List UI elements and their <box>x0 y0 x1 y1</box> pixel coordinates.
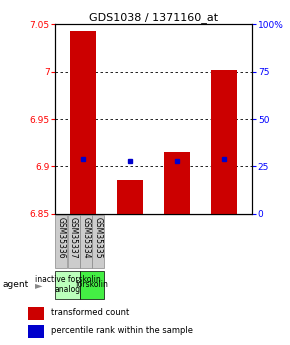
Bar <box>55 270 79 298</box>
Bar <box>164 152 190 214</box>
Bar <box>28 307 44 320</box>
Text: inactive forskolin
analog: inactive forskolin analog <box>35 275 100 294</box>
Text: percentile rank within the sample: percentile rank within the sample <box>51 326 193 335</box>
Bar <box>80 270 104 298</box>
Bar <box>92 215 104 268</box>
Text: GSM35334: GSM35334 <box>81 217 90 258</box>
Bar <box>28 325 44 337</box>
Text: GSM35337: GSM35337 <box>69 217 78 258</box>
Bar <box>55 215 67 268</box>
Text: agent: agent <box>3 280 29 289</box>
Text: ►: ► <box>35 280 43 289</box>
Bar <box>68 215 79 268</box>
Text: transformed count: transformed count <box>51 308 130 317</box>
Bar <box>80 215 92 268</box>
Bar <box>117 180 143 214</box>
Title: GDS1038 / 1371160_at: GDS1038 / 1371160_at <box>89 12 218 23</box>
Bar <box>70 31 96 214</box>
Text: GSM35336: GSM35336 <box>57 217 66 258</box>
Bar <box>211 70 237 214</box>
Text: forskolin: forskolin <box>76 280 108 289</box>
Text: GSM35335: GSM35335 <box>94 217 103 258</box>
